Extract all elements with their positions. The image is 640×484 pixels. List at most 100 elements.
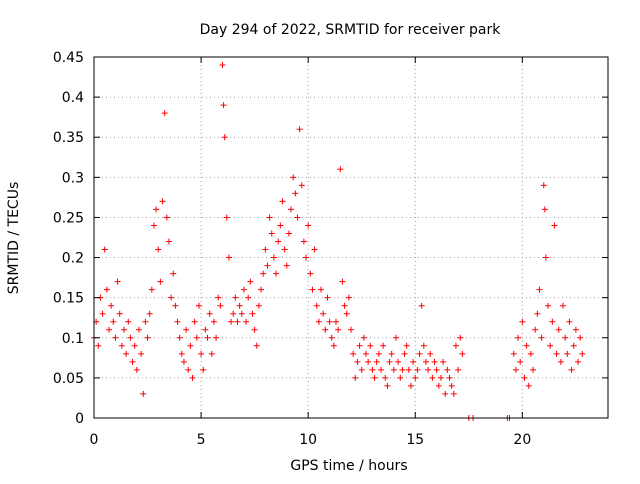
data-point xyxy=(230,310,237,317)
data-point xyxy=(339,278,346,285)
data-point xyxy=(403,342,410,349)
data-point xyxy=(300,238,307,245)
data-point xyxy=(275,238,282,245)
data-point xyxy=(174,318,181,325)
data-point xyxy=(288,206,295,213)
data-point xyxy=(545,302,552,309)
data-point xyxy=(433,366,440,373)
data-point xyxy=(232,294,239,301)
data-point xyxy=(435,382,442,389)
data-point xyxy=(277,222,284,229)
data-point xyxy=(335,326,342,333)
data-point xyxy=(223,214,230,221)
data-point xyxy=(178,350,185,357)
data-point xyxy=(234,318,241,325)
data-point xyxy=(228,318,235,325)
x-tick-label: 5 xyxy=(197,432,206,448)
data-point xyxy=(155,246,162,253)
data-point xyxy=(247,278,254,285)
data-point xyxy=(547,342,554,349)
data-point xyxy=(553,350,560,357)
data-point xyxy=(133,366,140,373)
data-point xyxy=(148,286,155,293)
data-point xyxy=(270,254,277,261)
data-point xyxy=(459,350,466,357)
data-point xyxy=(296,126,303,133)
data-point xyxy=(512,366,519,373)
data-point xyxy=(568,366,575,373)
data-point xyxy=(153,206,160,213)
y-tick-label: 0.15 xyxy=(53,291,84,307)
axis-layer: 0 0.05 0.1 0.15 0.2 0.25 0.3 0.35 0.4 0.45 0 5 10 15 2… xyxy=(53,50,609,448)
data-point xyxy=(208,350,215,357)
grid-layer xyxy=(94,57,608,418)
data-point xyxy=(534,310,541,317)
data-point xyxy=(401,350,408,357)
data-point xyxy=(114,278,121,285)
data-point xyxy=(243,318,250,325)
data-point xyxy=(101,246,108,253)
data-point xyxy=(183,326,190,333)
data-point xyxy=(281,246,288,253)
data-point xyxy=(549,318,556,325)
data-point xyxy=(455,366,462,373)
data-point xyxy=(159,198,166,205)
data-point xyxy=(437,374,444,381)
data-point xyxy=(320,310,327,317)
data-point xyxy=(324,294,331,301)
data-point xyxy=(273,270,280,277)
data-point xyxy=(382,374,389,381)
data-point xyxy=(399,366,406,373)
data-point xyxy=(99,310,106,317)
x-tick-label: 15 xyxy=(406,432,424,448)
data-point xyxy=(343,310,350,317)
data-point xyxy=(95,342,102,349)
x-tick-label: 10 xyxy=(299,432,317,448)
data-point xyxy=(191,318,198,325)
data-point xyxy=(519,318,526,325)
data-point xyxy=(210,318,217,325)
data-point xyxy=(127,334,134,341)
data-point xyxy=(110,318,117,325)
data-point xyxy=(570,342,577,349)
data-point xyxy=(157,278,164,285)
data-point xyxy=(258,286,265,293)
data-point xyxy=(416,350,423,357)
data-point xyxy=(292,190,299,197)
y-tick-label: 0.45 xyxy=(53,50,84,66)
data-point xyxy=(176,334,183,341)
data-point xyxy=(517,358,524,365)
x-axis-label: GPS time / hours xyxy=(290,458,407,474)
data-point xyxy=(180,358,187,365)
data-point xyxy=(138,350,145,357)
data-point xyxy=(150,222,157,229)
data-point xyxy=(388,350,395,357)
data-point xyxy=(262,246,269,253)
data-point xyxy=(168,294,175,301)
data-point xyxy=(238,310,245,317)
data-point xyxy=(542,254,549,261)
y-tick-label: 0.2 xyxy=(62,251,84,267)
data-point xyxy=(515,334,522,341)
data-point xyxy=(566,318,573,325)
data-point xyxy=(129,358,136,365)
data-point xyxy=(564,350,571,357)
data-point xyxy=(221,134,228,141)
data-point xyxy=(140,390,147,397)
data-point xyxy=(510,350,517,357)
data-point xyxy=(330,342,337,349)
data-point xyxy=(108,302,115,309)
data-point xyxy=(446,374,453,381)
data-point xyxy=(575,358,582,365)
data-point xyxy=(116,310,123,317)
data-point xyxy=(135,326,142,333)
y-axis-label: SRMTID / TECUs xyxy=(6,182,22,295)
data-point xyxy=(333,318,340,325)
data-point xyxy=(450,390,457,397)
y-tick-label: 0.05 xyxy=(53,371,84,387)
data-point xyxy=(365,358,372,365)
data-point xyxy=(444,366,451,373)
data-point xyxy=(189,374,196,381)
